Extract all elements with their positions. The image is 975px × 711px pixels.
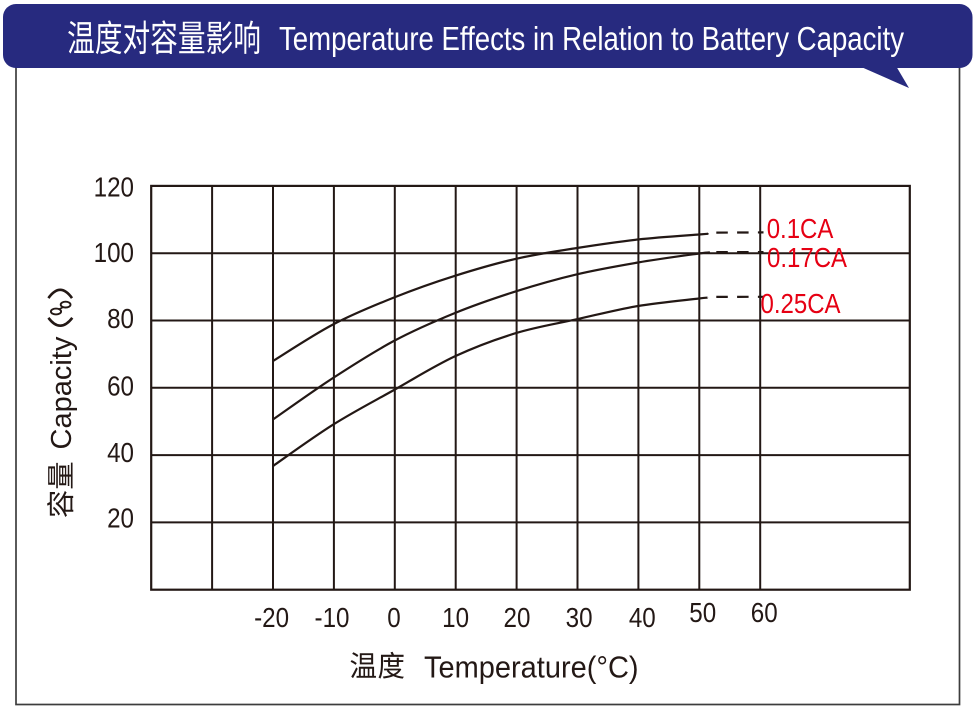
svg-text:40: 40 [629, 601, 656, 633]
svg-text:40: 40 [107, 436, 134, 468]
svg-text:100: 100 [94, 236, 134, 268]
svg-text:0: 0 [387, 601, 400, 633]
svg-text:0.17CA: 0.17CA [767, 241, 848, 273]
svg-text:Temperature(°C): Temperature(°C) [424, 651, 639, 685]
svg-text:-20: -20 [254, 601, 289, 633]
svg-text:50: 50 [689, 596, 716, 628]
svg-text:60: 60 [751, 596, 778, 628]
svg-text:30: 30 [566, 601, 593, 633]
svg-text:120: 120 [94, 171, 134, 203]
svg-text:0.1CA: 0.1CA [767, 212, 834, 244]
svg-text:20: 20 [107, 502, 134, 534]
svg-text:20: 20 [504, 601, 531, 633]
svg-text:60: 60 [107, 370, 134, 402]
svg-text:80: 80 [107, 302, 134, 334]
svg-text:Capacity: Capacity [46, 336, 78, 449]
svg-text:-10: -10 [315, 601, 350, 633]
svg-text:0.25CA: 0.25CA [761, 287, 842, 319]
svg-text:Temperature Effects in Relatio: Temperature Effects in Relation to Batte… [279, 20, 905, 57]
svg-text:10: 10 [442, 601, 469, 633]
